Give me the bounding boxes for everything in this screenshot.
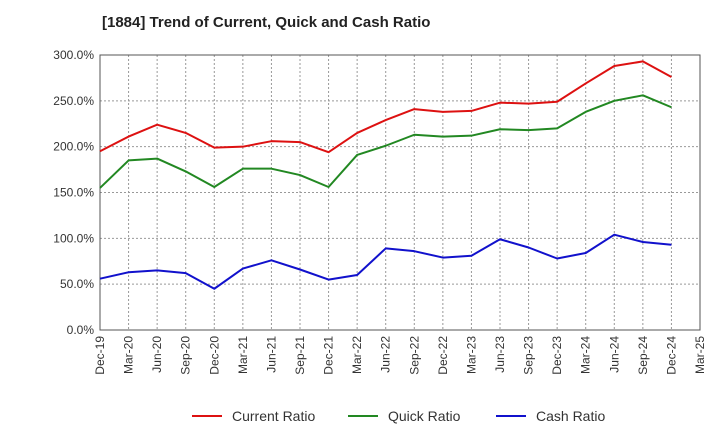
- x-tick-label: Dec-24: [664, 336, 678, 375]
- y-tick-label: 0.0%: [67, 323, 95, 337]
- plot-frame: [99, 54, 701, 331]
- x-tick-label: Dec-22: [436, 336, 450, 375]
- x-tick-label: Jun-24: [607, 336, 621, 373]
- x-tick-label: Mar-25: [693, 336, 707, 374]
- axis-layer: 0.0% 50.0% 100.0% 150.0% 200.0% 250.0% 300.0% D…: [53, 48, 707, 375]
- x-tick-label: Mar-21: [236, 336, 250, 374]
- y-tick-label: 150.0%: [53, 186, 94, 200]
- x-tick-label: Sep-23: [522, 336, 536, 375]
- legend-label: Cash Ratio: [536, 408, 605, 424]
- x-tick-label: Sep-20: [179, 336, 193, 375]
- x-tick-label: Mar-24: [579, 336, 593, 374]
- y-tick-label: 200.0%: [53, 140, 94, 154]
- x-tick-label: Sep-24: [636, 336, 650, 375]
- series-line-quick-ratio: [99, 94, 672, 189]
- grid-layer: [100, 55, 700, 330]
- x-tick-label: Mar-20: [122, 336, 136, 374]
- chart-title: [1884] Trend of Current, Quick and Cash …: [102, 14, 431, 31]
- x-tick-label: Jun-21: [264, 336, 278, 373]
- y-tick-label: 250.0%: [53, 94, 94, 108]
- x-tick-label: Dec-23: [550, 336, 564, 375]
- y-tick-label: 300.0%: [53, 48, 94, 62]
- x-tick-label: Dec-20: [207, 336, 221, 375]
- x-tick-label: Jun-20: [150, 336, 164, 373]
- x-tick-label: Sep-22: [407, 336, 421, 375]
- legend-label: Current Ratio: [232, 408, 315, 424]
- x-tick-label: Mar-23: [464, 336, 478, 374]
- y-tick-label: 50.0%: [60, 277, 94, 291]
- y-tick-label: 100.0%: [53, 231, 94, 245]
- series-line-cash-ratio: [99, 233, 672, 290]
- series-layer: [99, 60, 672, 290]
- legend: Current Ratio Quick Ratio Cash Ratio: [192, 408, 605, 424]
- x-tick-label: Dec-19: [93, 336, 107, 375]
- legend-label: Quick Ratio: [388, 408, 461, 424]
- x-tick-label: Jun-23: [493, 336, 507, 373]
- x-tick-label: Sep-21: [293, 336, 307, 375]
- series-line-current-ratio: [99, 60, 672, 154]
- x-tick-label: Jun-22: [379, 336, 393, 373]
- x-tick-label: Dec-21: [322, 336, 336, 375]
- x-tick-label: Mar-22: [350, 336, 364, 374]
